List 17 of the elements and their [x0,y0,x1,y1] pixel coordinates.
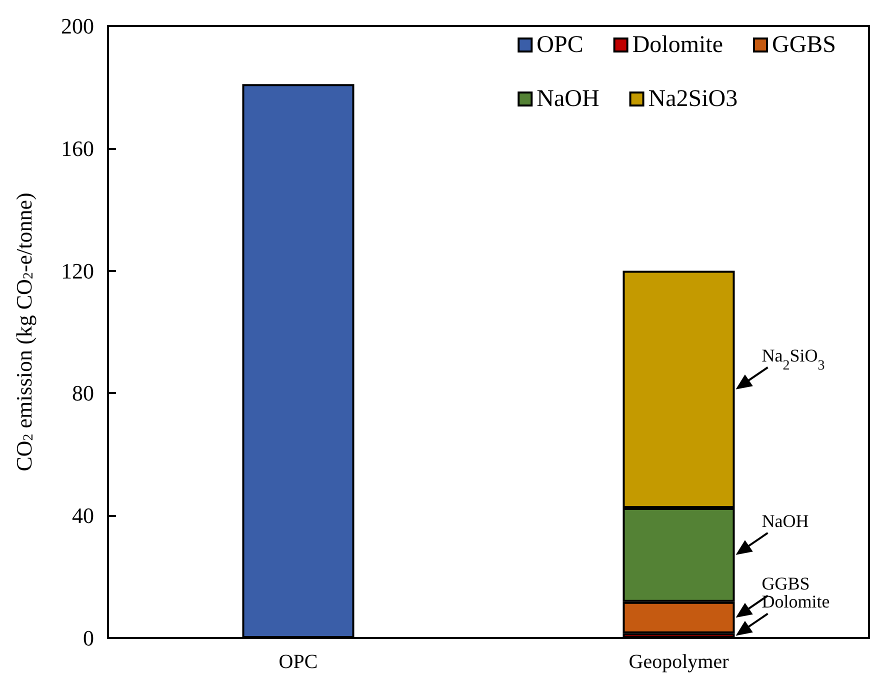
annotation: Na$_{2}$SiO$_{3}$ [762,345,825,373]
y-tick-label: 40 [72,503,94,528]
legend-label: Dolomite [632,32,723,58]
annotation: GGBS [762,574,810,594]
legend-label: GGBS [772,32,836,58]
annotation: Dolomite [762,592,830,612]
y-tick-label: 120 [61,258,94,284]
annotation: NaOH [762,510,809,531]
y-tick-label: 160 [61,136,94,161]
legend-label: OPC [536,32,584,58]
y-tick-label: 0 [83,626,94,650]
y-tick-label: 200 [61,14,94,38]
legend-label: NaOH [536,86,600,112]
legend-label: Na2SiO3 [648,86,738,112]
x-tick-label: Geopolymer [628,651,730,673]
y-axis-title: CO2 emission (kg CO2-e/tonne) [12,192,36,472]
y-tick-label: 80 [72,380,94,406]
